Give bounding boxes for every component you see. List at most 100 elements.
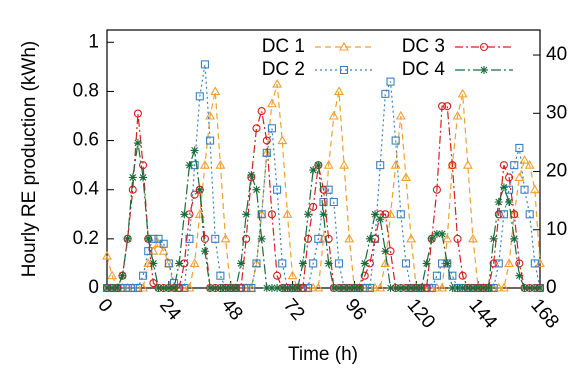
marker [267, 284, 276, 292]
marker [438, 229, 447, 238]
marker [422, 259, 431, 268]
marker [462, 160, 473, 169]
marker [247, 170, 256, 179]
marker [520, 284, 529, 292]
marker [288, 284, 297, 292]
marker [211, 284, 220, 292]
marker [448, 161, 457, 170]
marker [339, 41, 349, 51]
marker [252, 124, 261, 133]
marker [443, 259, 452, 268]
marker [344, 233, 355, 243]
marker [530, 284, 539, 292]
marker [154, 234, 163, 243]
marker [278, 284, 287, 292]
x-tick-label: 96 [341, 295, 371, 325]
marker [536, 284, 544, 292]
marker [515, 143, 524, 152]
x-axis-label: Time (h) [288, 344, 358, 365]
marker [499, 210, 508, 219]
marker [189, 258, 200, 267]
marker [412, 284, 421, 292]
marker [123, 234, 132, 243]
y-tick-label: 0 [88, 277, 99, 298]
marker [273, 271, 282, 280]
legend-label: DC 2 [262, 59, 305, 80]
series [103, 139, 544, 292]
marker [515, 271, 524, 280]
marker [206, 284, 215, 292]
marker [139, 173, 148, 182]
marker [401, 284, 410, 292]
marker [200, 247, 209, 256]
marker [401, 172, 411, 181]
marker [329, 284, 338, 292]
marker [480, 66, 488, 74]
x-tick-label: 24 [155, 295, 185, 325]
marker [133, 139, 142, 148]
marker [510, 161, 519, 170]
marker [144, 247, 153, 256]
marker [350, 284, 359, 292]
marker [133, 283, 142, 293]
marker [360, 271, 369, 280]
marker [309, 202, 318, 211]
marker [273, 284, 282, 292]
marker [417, 284, 426, 292]
marker [339, 65, 349, 75]
marker [324, 259, 333, 268]
marker [242, 234, 251, 243]
marker [304, 210, 313, 219]
marker [319, 210, 328, 219]
marker [334, 86, 344, 95]
marker [396, 210, 405, 219]
legend-label: DC 3 [402, 36, 445, 57]
marker [180, 210, 189, 219]
marker [139, 161, 148, 170]
marker [510, 234, 519, 243]
x-tick-label: 72 [279, 295, 309, 325]
marker [514, 172, 525, 181]
marker [489, 234, 498, 243]
y-tick-label: 0.6 [73, 130, 99, 151]
x-tick-label: 0 [93, 295, 116, 317]
marker [277, 135, 288, 145]
marker [505, 173, 514, 182]
marker [381, 89, 390, 98]
marker [319, 197, 328, 207]
marker [287, 270, 298, 280]
marker [200, 60, 209, 69]
marker [293, 284, 302, 292]
marker [133, 109, 142, 118]
marker [247, 283, 256, 293]
marker [185, 234, 194, 243]
marker [128, 283, 137, 293]
marker [273, 185, 282, 194]
marker [154, 284, 163, 292]
marker [149, 259, 158, 268]
marker [242, 283, 251, 293]
marker [221, 284, 230, 292]
y2-tick-label: 40 [546, 44, 567, 65]
x-tick-label: 120 [403, 295, 439, 333]
marker [427, 283, 436, 293]
marker [376, 161, 385, 170]
marker [524, 160, 535, 169]
marker [371, 210, 380, 219]
marker [314, 161, 323, 170]
series [102, 60, 545, 293]
y2-tick-label: 20 [546, 161, 567, 182]
marker [128, 185, 137, 194]
y-axis-label: Hourly RE production (kWh) [19, 41, 40, 278]
marker [396, 284, 405, 292]
marker [391, 136, 400, 145]
marker [283, 284, 292, 292]
marker [468, 233, 478, 243]
marker [185, 161, 194, 170]
marker [144, 234, 153, 243]
marker [448, 284, 457, 292]
marker [376, 215, 385, 224]
marker [432, 229, 441, 238]
marker [103, 284, 111, 292]
